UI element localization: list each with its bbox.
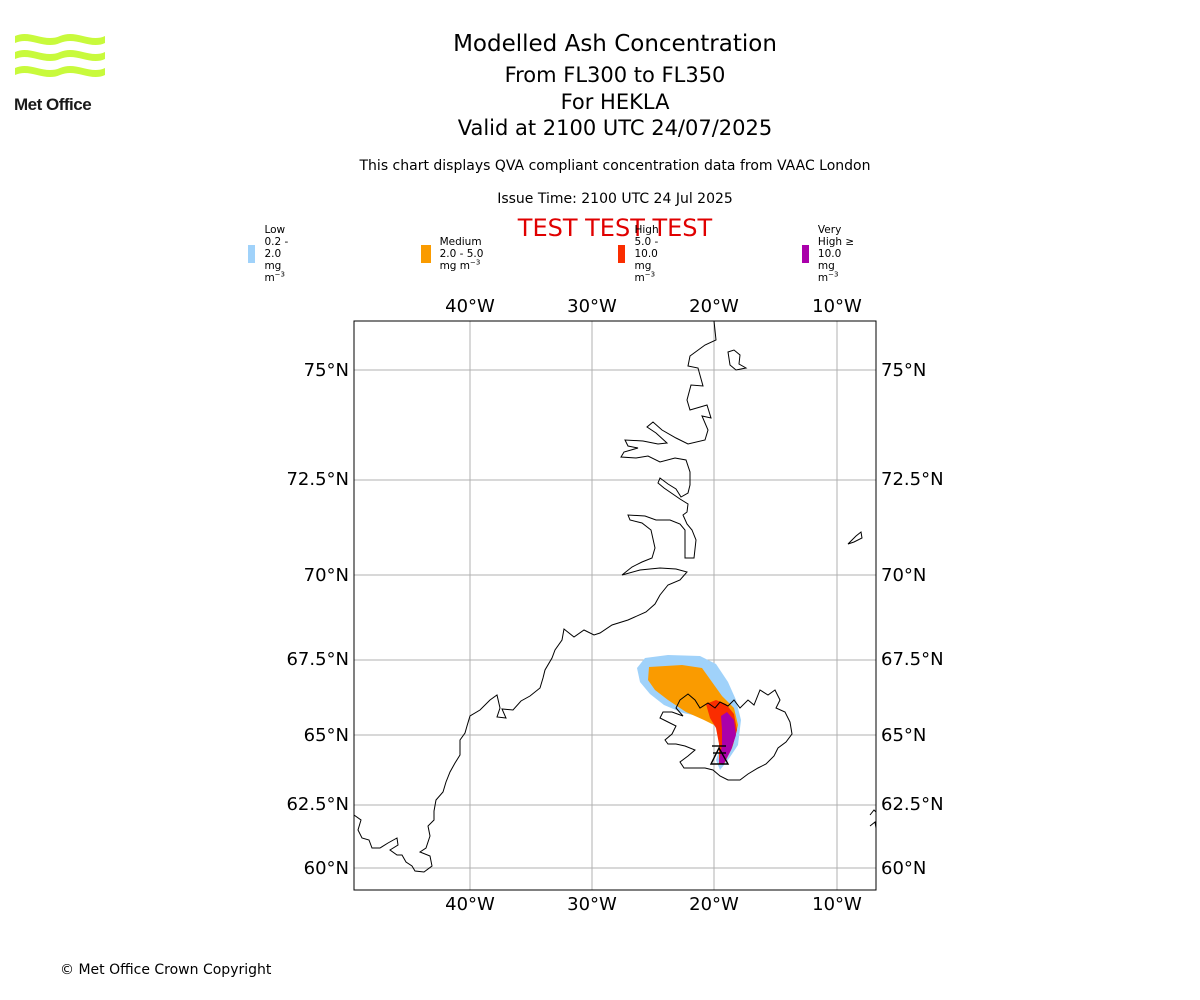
lat-label-right-3: 67.5°N <box>881 649 944 670</box>
lat-label-right-1: 72.5°N <box>881 469 944 490</box>
coastline-faroe <box>869 809 876 829</box>
legend-swatch-medium <box>421 245 431 263</box>
map-gridlines <box>354 321 876 890</box>
coastline-greenland <box>354 321 717 873</box>
flight-levels: From FL300 to FL350 <box>504 63 726 87</box>
lon-label-top-1: 30°W <box>567 296 617 317</box>
lat-label-right-2: 70°N <box>881 565 926 586</box>
lat-label-right-5: 62.5°N <box>881 794 944 815</box>
met-office-waves-icon <box>15 33 105 78</box>
lat-label-left-3: 67.5°N <box>286 649 349 670</box>
lat-labels-right: 75°N 72.5°N 70°N 67.5°N 65°N 62.5°N 60°N <box>881 360 944 879</box>
lat-label-left-4: 65°N <box>304 725 349 746</box>
lat-label-left-2: 70°N <box>304 565 349 586</box>
lat-label-left-6: 60°N <box>304 858 349 879</box>
legend-item-very-high: Very High ≥ 10.0 mg m−3 <box>802 224 858 284</box>
lon-label-bottom-3: 10°W <box>812 894 862 915</box>
lon-label-bottom-2: 20°W <box>689 894 739 915</box>
lat-label-right-6: 60°N <box>881 858 926 879</box>
lon-label-top-2: 20°W <box>689 296 739 317</box>
legend-swatch-high <box>618 245 626 263</box>
met-office-logo: Met Office <box>14 30 114 114</box>
lon-label-top-3: 10°W <box>812 296 862 317</box>
legend-swatch-very-high <box>802 245 809 263</box>
chart-description: This chart displays QVA compliant concen… <box>359 158 871 174</box>
lon-label-top-0: 40°W <box>445 296 495 317</box>
ash-area-very-high <box>719 712 736 765</box>
met-office-logo-text: Met Office <box>14 95 92 114</box>
lat-label-left-5: 62.5°N <box>286 794 349 815</box>
legend-label-high: High 5.0 - 10.0 mg m−3 <box>634 224 659 284</box>
copyright: © Met Office Crown Copyright <box>60 962 272 978</box>
lat-label-left-0: 75°N <box>304 360 349 381</box>
volcano-name: For HEKLA <box>560 90 670 114</box>
legend-label-very-high: Very High ≥ 10.0 mg m−3 <box>817 224 855 284</box>
test-banner: TEST TEST TEST <box>517 214 713 242</box>
legend-label-medium: Medium 2.0 - 5.0 mg m−3 <box>439 236 484 272</box>
coastline-iceland <box>659 689 793 781</box>
map-frame <box>353 320 877 891</box>
legend-item-high: High 5.0 - 10.0 mg m−3 <box>618 224 674 284</box>
lon-label-bottom-1: 30°W <box>567 894 617 915</box>
lon-label-bottom-0: 40°W <box>445 894 495 915</box>
chart-title: Modelled Ash Concentration <box>453 31 777 57</box>
lat-label-right-4: 65°N <box>881 725 926 746</box>
legend-swatch-low <box>248 245 256 263</box>
volcano-triangle-icon <box>709 745 730 765</box>
coastline-northeast-island <box>727 349 748 371</box>
lon-labels-bottom: 40°W 30°W 20°W 10°W <box>445 894 862 915</box>
coastline-jan-mayen <box>847 531 863 545</box>
issue-time: Issue Time: 2100 UTC 24 Jul 2025 <box>497 191 733 207</box>
legend-label-low: Low 0.2 - 2.0 mg m−3 <box>264 224 289 284</box>
lat-label-left-1: 72.5°N <box>286 469 349 490</box>
lat-label-right-0: 75°N <box>881 360 926 381</box>
ash-area-medium <box>648 665 738 763</box>
lat-labels-left: 75°N 72.5°N 70°N 67.5°N 65°N 62.5°N 60°N <box>286 360 349 879</box>
legend-item-low: Low 0.2 - 2.0 mg m−3 <box>248 224 301 284</box>
valid-time: Valid at 2100 UTC 24/07/2025 <box>457 116 773 140</box>
lon-labels-top: 40°W 30°W 20°W 10°W <box>445 296 862 317</box>
legend-item-medium: Medium 2.0 - 5.0 mg m−3 <box>421 236 495 272</box>
